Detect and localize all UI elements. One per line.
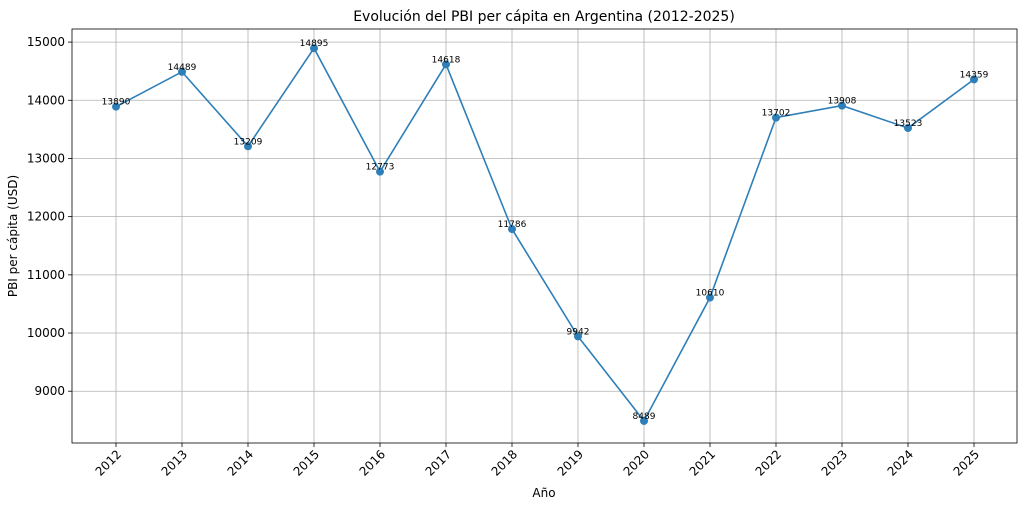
data-label: 8489 [633, 412, 656, 422]
x-tick-label: 2018 [489, 447, 520, 478]
data-label: 14489 [168, 63, 197, 73]
y-tick-label: 10000 [27, 326, 65, 340]
data-point [442, 60, 450, 69]
x-tick-label: 2025 [951, 447, 982, 478]
data-label: 13908 [828, 97, 857, 107]
data-label: 13523 [894, 119, 923, 129]
plot-frame [71, 28, 1018, 444]
data-point [640, 416, 648, 425]
x-tick-label: 2017 [423, 447, 454, 478]
data-point [508, 225, 516, 234]
data-label: 9942 [567, 327, 590, 337]
data-labels: 13890 14489 13209 14895 12773 14618 11786 9942 8… [102, 39, 989, 422]
x-tick-label: 2021 [687, 447, 718, 478]
y-tick-label: 12000 [27, 210, 65, 224]
x-tick-label: 2023 [819, 447, 850, 478]
x-axis: 2012 2013 2014 2015 2016 2017 2018 2019 2020 2021… [93, 443, 982, 479]
data-label: 11786 [498, 220, 527, 230]
data-point [178, 67, 186, 76]
x-tick-label: 2024 [885, 447, 916, 478]
data-label: 10610 [696, 289, 725, 299]
y-tick-label: 9000 [34, 384, 65, 398]
data-point [574, 332, 582, 341]
chart-title: Evolución del PBI per cápita en Argentin… [353, 9, 735, 25]
data-point [112, 102, 120, 111]
x-tick-label: 2019 [555, 447, 586, 478]
data-point [772, 113, 780, 122]
data-label: 13890 [102, 98, 131, 108]
data-point [244, 142, 252, 151]
data-point [376, 167, 384, 176]
y-tick-label: 13000 [27, 151, 65, 165]
x-tick-label: 2012 [93, 447, 124, 478]
x-tick-label: 2013 [159, 447, 190, 478]
y-tick-label: 15000 [27, 35, 65, 49]
series-line [115, 46, 975, 423]
grid [72, 29, 1017, 443]
y-axis-label: PBI per cápita (USD) [6, 175, 20, 297]
x-axis-label: Año [532, 486, 555, 500]
x-tick-label: 2014 [225, 447, 256, 478]
y-tick-label: 11000 [27, 268, 65, 282]
y-tick-label: 14000 [27, 93, 65, 107]
x-tick-label: 2016 [357, 447, 388, 478]
data-label: 14359 [960, 70, 989, 80]
data-point [706, 293, 714, 302]
data-label: 13209 [234, 137, 263, 147]
x-tick-label: 2015 [291, 447, 322, 478]
data-point [904, 124, 912, 133]
data-point [310, 44, 318, 53]
data-point [838, 101, 846, 110]
data-points [112, 44, 978, 425]
data-label: 12773 [366, 163, 395, 173]
y-axis: 9000 10000 11000 12000 13000 14000 15000 [27, 35, 72, 398]
x-tick-label: 2022 [753, 447, 784, 478]
data-point [970, 75, 978, 84]
x-tick-label: 2020 [621, 447, 652, 478]
data-label: 14895 [300, 39, 329, 49]
data-label: 13702 [762, 109, 791, 119]
data-label: 14618 [432, 55, 461, 65]
